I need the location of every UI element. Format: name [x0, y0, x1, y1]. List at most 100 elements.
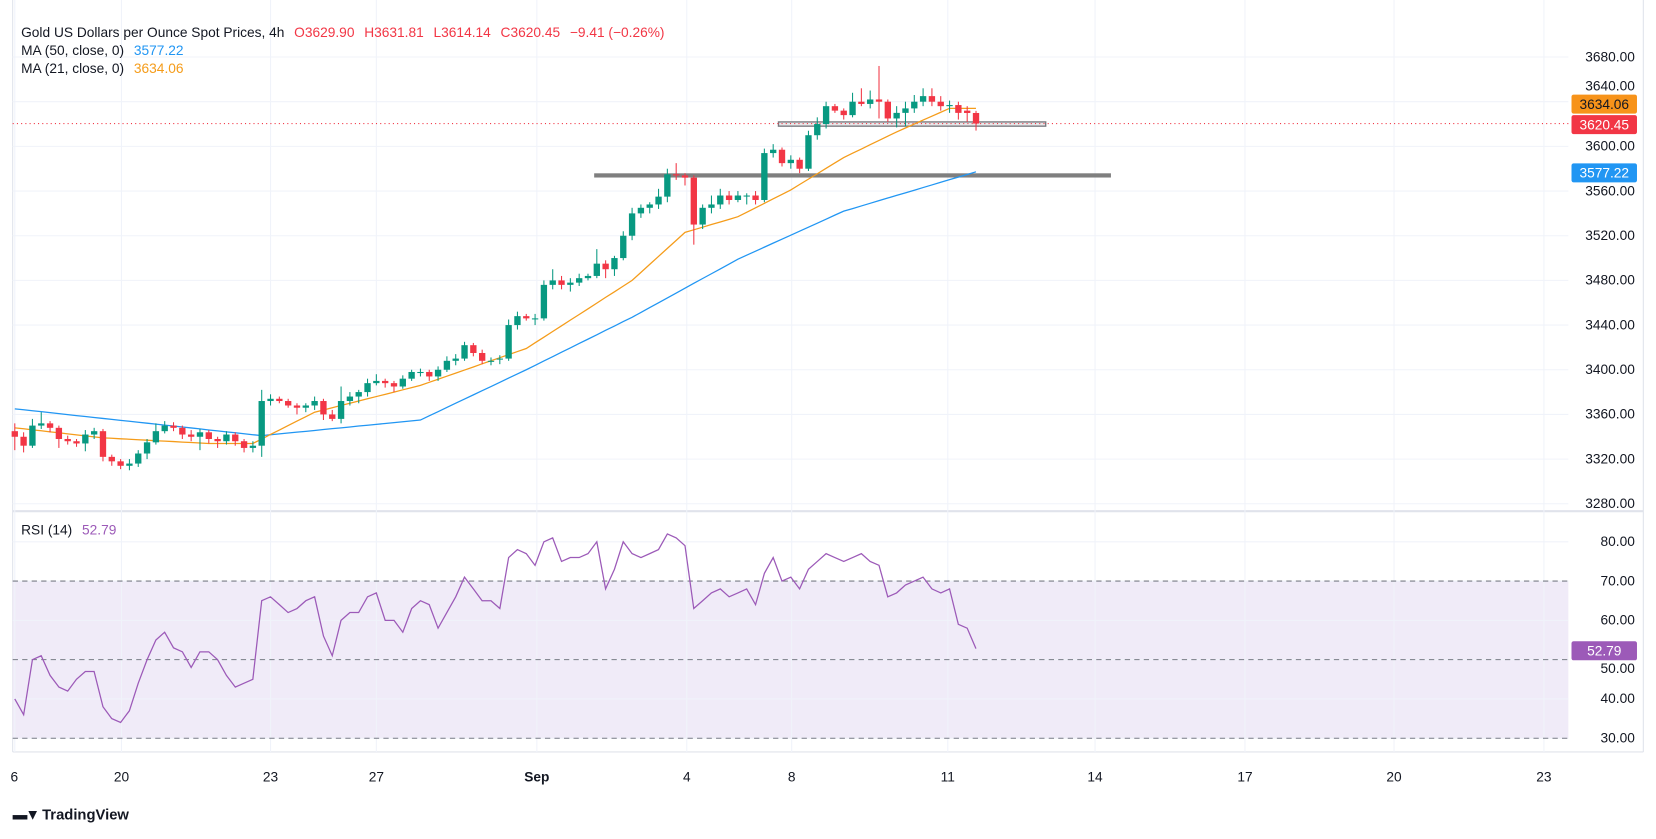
price-tick-label: 3600.00 [1585, 139, 1635, 154]
candle [822, 101, 830, 129]
candle [143, 438, 151, 460]
ma50-price-badge: 3577.22 [1579, 166, 1629, 181]
candle-body [796, 159, 803, 169]
candle-body [496, 358, 503, 360]
candle-body [505, 325, 512, 359]
candle-body [867, 99, 874, 104]
time-tick-label: 6 [11, 770, 19, 785]
price-tick-label: 3400.00 [1585, 362, 1635, 377]
candle [655, 188, 662, 209]
candle [417, 368, 424, 377]
candle-body [11, 431, 18, 437]
candle [187, 430, 195, 442]
candle [46, 421, 54, 433]
candle-body [822, 106, 830, 125]
ma21-line [14, 107, 976, 445]
candle [787, 155, 794, 169]
candle-body [487, 360, 495, 362]
symbol-title[interactable]: Gold US Dollars per Ounce Spot Prices, 4… [21, 24, 285, 41]
candle [946, 100, 953, 113]
candle [99, 428, 107, 462]
candle [196, 428, 204, 451]
support-line [594, 173, 1111, 178]
candle [664, 168, 671, 203]
candle-body [734, 195, 742, 200]
candle-body [805, 135, 812, 169]
candle [38, 412, 45, 429]
candle [302, 403, 309, 413]
candle-body [161, 425, 168, 432]
candle-body [814, 124, 821, 136]
candle-body [699, 207, 706, 225]
candle-body [858, 101, 865, 104]
candle [90, 427, 98, 439]
candle [426, 369, 433, 381]
candle [373, 374, 380, 386]
candle-body [417, 371, 424, 374]
candle-body [681, 175, 689, 178]
candle-body [381, 380, 389, 384]
candle-body [770, 149, 777, 154]
candle-body [576, 278, 583, 283]
time-tick-label: Sep [524, 770, 549, 785]
tradingview-wordmark: TradingView [42, 805, 129, 823]
tradingview-branding[interactable]: ▬▼ TradingView [13, 806, 129, 823]
candle [558, 275, 565, 290]
candle-body [64, 438, 71, 442]
candle-body [584, 275, 592, 279]
rsi-tick-label: 30.00 [1601, 730, 1636, 745]
candle [55, 425, 63, 448]
candle-body [637, 207, 645, 214]
candle [690, 175, 697, 245]
support-zone [777, 121, 1047, 127]
candle [867, 90, 874, 109]
candle-body [523, 316, 530, 319]
candle [293, 403, 301, 415]
candle-body [46, 423, 54, 428]
candle [311, 396, 318, 410]
candle [831, 103, 839, 113]
candle [919, 88, 927, 107]
last-price-badge: 3620.45 [1579, 117, 1629, 132]
candle-body [399, 378, 406, 387]
time-tick-label: 4 [683, 770, 691, 785]
candle-body [390, 383, 398, 387]
candle [611, 255, 618, 276]
candle [399, 375, 406, 389]
candle [390, 380, 398, 393]
candle-body [293, 405, 301, 408]
candle [64, 435, 71, 445]
ohlc-low: L3614.14 [433, 24, 491, 41]
rsi-line [14, 533, 977, 724]
candle-body [972, 112, 980, 124]
candle [805, 130, 812, 171]
candle-body [329, 414, 336, 419]
last-price-badge-bg [1571, 115, 1637, 135]
ma21-legend[interactable]: MA (21, close, 0) 3634.06 [21, 60, 186, 76]
candle-body [955, 105, 962, 113]
rsi-legend[interactable]: RSI (14) 52.79 [21, 522, 118, 538]
time-tick-label: 27 [369, 770, 384, 785]
candle [681, 173, 689, 186]
candle [479, 349, 486, 365]
candle [329, 409, 336, 422]
candle [646, 202, 653, 214]
candle [602, 260, 609, 279]
price-tick-label: 3640.00 [1585, 78, 1635, 93]
candle [514, 311, 521, 330]
candle-body [73, 441, 80, 444]
candle-body [311, 401, 318, 406]
candle-body [108, 456, 115, 462]
candle-body [426, 371, 433, 377]
candle-body [611, 258, 618, 270]
candle [576, 273, 583, 286]
candle [117, 459, 124, 470]
candle [928, 88, 936, 107]
candle [567, 278, 574, 292]
ma50-legend[interactable]: MA (50, close, 0) 3577.22 [21, 42, 186, 58]
ma21-label: MA (21, close, 0) [21, 60, 125, 77]
candle [637, 204, 645, 218]
ohlc-open: O3629.90 [294, 24, 355, 41]
ma50-price-badge-bg [1571, 163, 1637, 183]
